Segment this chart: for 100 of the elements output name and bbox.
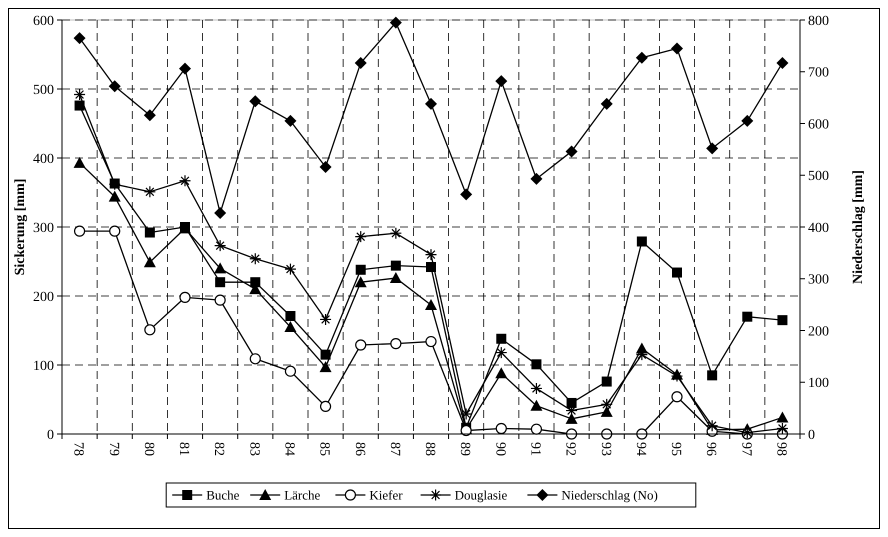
point: [144, 324, 156, 336]
point: [249, 95, 262, 108]
point: [74, 32, 86, 44]
y2-tick-label: 700: [808, 66, 829, 81]
point: [354, 276, 367, 288]
x-tick-label: 79: [106, 442, 121, 456]
y2-tick-label: 800: [808, 14, 829, 29]
point: [320, 350, 331, 360]
legend-label: Niederschlag (No): [561, 488, 658, 503]
legend-label: Douglasie: [454, 488, 508, 503]
point: [636, 52, 648, 64]
point: [144, 186, 156, 198]
x-tick-label: 86: [352, 442, 367, 456]
point: [776, 411, 788, 422]
point: [425, 298, 437, 310]
point: [390, 16, 402, 29]
x-tick-label: 96: [703, 442, 718, 456]
point: [74, 100, 85, 111]
y-tick-label: 600: [33, 14, 54, 29]
point: [108, 80, 121, 92]
point: [495, 367, 508, 378]
point: [108, 190, 121, 202]
point: [390, 260, 401, 271]
point: [214, 207, 226, 220]
point: [390, 338, 402, 350]
y2-tick-label: 200: [808, 324, 829, 340]
y2-tick-label: 0: [808, 428, 815, 443]
point: [74, 156, 86, 168]
point: [179, 62, 191, 75]
x-tick-label: 87: [386, 442, 402, 456]
point: [250, 253, 261, 264]
point: [600, 406, 613, 417]
point: [496, 334, 506, 344]
y-tick-label: 200: [33, 290, 54, 305]
point: [566, 398, 577, 408]
point: [707, 370, 718, 380]
y2-axis-title: Niederschlag [mm]: [851, 170, 866, 284]
y-tick-label: 500: [33, 82, 54, 98]
x-tick-label: 82: [211, 442, 226, 456]
point: [602, 376, 612, 387]
x-tick-label: 81: [176, 442, 192, 456]
y-tick-label: 300: [33, 220, 54, 236]
point: [425, 336, 437, 348]
point: [179, 292, 191, 303]
point: [109, 226, 120, 237]
x-tick-label: 97: [738, 442, 754, 456]
point: [566, 145, 578, 158]
point: [354, 56, 367, 69]
point: [214, 262, 226, 274]
x-tick-label: 94: [632, 442, 648, 456]
point: [425, 98, 437, 110]
point: [250, 353, 261, 364]
point: [636, 428, 648, 440]
point: [600, 98, 613, 110]
point: [74, 226, 86, 237]
point: [284, 321, 296, 332]
point: [320, 361, 332, 372]
x-tick-label: 92: [562, 442, 578, 456]
y-tick-label: 400: [33, 152, 54, 167]
point: [144, 228, 155, 238]
y-axis-title: Sickerung [mm]: [13, 178, 28, 276]
point: [706, 142, 718, 154]
point: [776, 56, 788, 69]
x-tick-label: 78: [70, 442, 86, 456]
point: [530, 424, 542, 435]
point: [356, 264, 366, 275]
point: [320, 160, 332, 173]
legend-label: Kiefer: [369, 488, 404, 503]
point: [531, 359, 542, 370]
point: [180, 175, 190, 186]
x-tick-label: 80: [140, 442, 156, 456]
x-tick-label: 95: [668, 442, 684, 456]
point: [284, 366, 296, 377]
y2-tick-label: 400: [808, 220, 829, 236]
x-tick-label: 83: [246, 442, 262, 456]
point: [214, 294, 226, 306]
point: [144, 256, 156, 268]
point: [671, 391, 683, 402]
point: [530, 400, 542, 411]
y2-tick-label: 500: [808, 169, 829, 184]
y2-tick-label: 600: [808, 117, 829, 132]
y-tick-label: 100: [33, 358, 54, 374]
point: [530, 172, 542, 185]
point: [741, 114, 754, 127]
point: [250, 277, 260, 288]
point: [671, 42, 683, 54]
x-tick-label: 84: [282, 442, 297, 456]
y2-tick-label: 300: [808, 272, 829, 288]
x-tick-label: 98: [774, 442, 789, 456]
point: [390, 272, 402, 284]
legend-label: Buche: [206, 488, 240, 503]
point: [496, 422, 507, 434]
x-tick-label: 88: [422, 442, 438, 456]
point: [672, 268, 682, 278]
point: [284, 114, 296, 127]
point: [215, 277, 226, 288]
legend-label: Lärche: [284, 488, 321, 503]
point: [495, 75, 508, 88]
point: [496, 347, 507, 358]
point: [460, 188, 472, 200]
